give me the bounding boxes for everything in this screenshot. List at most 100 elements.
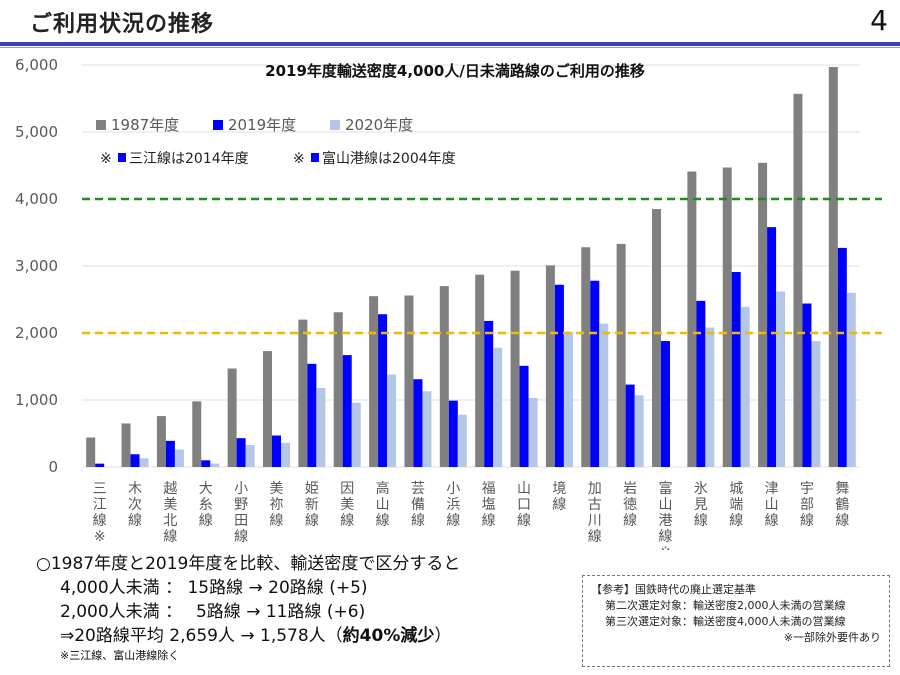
y-tick-label: 4,000 <box>15 190 58 208</box>
x-tick-label: 富山港線※ <box>659 480 673 550</box>
x-tick-label: 氷見線 <box>694 481 708 529</box>
bar-2019年度-城端線 <box>731 272 741 467</box>
reference-line-1: 第二次選定対象：輸送密度2,000人未満の営業線 <box>605 599 846 612</box>
bar-2019年度-小浜線 <box>448 400 458 467</box>
bar-2020年度-福塩線 <box>493 347 503 467</box>
bar-chart: 0 1,000 2,000 3,000 4,000 5,000 6,000 2019年度輸送… <box>15 56 882 550</box>
bar-2019年度-氷見線 <box>696 300 706 467</box>
bar-2019年度-富山港線※ <box>661 341 670 467</box>
x-tick-label: 三江線※ <box>93 481 107 545</box>
note-label: 富山港線は2004年度 <box>322 150 456 167</box>
x-tick-label: 城端線 <box>729 481 743 529</box>
bar-2020年度-加古川線 <box>599 323 609 467</box>
summary-footnote: ※三江線、富山港線除く <box>60 649 180 662</box>
bar-2020年度-木次線 <box>139 458 149 467</box>
bar-2020年度-芸備線 <box>422 391 432 467</box>
bar-2020年度-舞鶴線 <box>846 292 856 467</box>
bar-2019年度-山口線 <box>519 365 529 467</box>
y-tick-label: 5,000 <box>15 123 58 141</box>
bar-2019年度-加古川線 <box>590 280 600 467</box>
bar-1987年度-境線 <box>545 265 555 467</box>
reference-line-2: 第三次選定対象：輸送密度4,000人未満の営業線 <box>605 615 846 628</box>
bar-1987年度-山口線 <box>510 270 520 467</box>
y-tick-label: 6,000 <box>15 56 58 74</box>
legend-swatch <box>96 120 106 130</box>
bar-2020年度-高山線 <box>387 374 397 467</box>
summary-line-3: 2,000人未満 ： 5路線 → 11路線 (+6) <box>60 602 366 622</box>
bar-2019年度-芸備線 <box>413 379 423 467</box>
bar-1987年度-三江線※ <box>86 437 96 467</box>
reference-lines <box>82 197 882 335</box>
bar-1987年度-岩徳線 <box>616 243 626 467</box>
x-tick-label: 高山線 <box>376 480 390 529</box>
note-mark: ※ <box>100 151 112 167</box>
summary-line-4-prefix: ⇒20路線平均 2,659人 → 1,578人（ <box>60 626 343 646</box>
x-tick-label: 美祢線 <box>270 481 284 529</box>
x-tick-label: 山口線 <box>517 481 531 529</box>
page-number: 4 <box>870 4 888 37</box>
legend-swatch <box>213 120 223 130</box>
bar-1987年度-姫新線 <box>298 319 308 467</box>
bar-1987年度-小野田線 <box>227 368 237 467</box>
legend-label: 2020年度 <box>345 116 413 134</box>
legend-label: 2019年度 <box>228 116 296 134</box>
bar-2019年度-岩徳線 <box>625 384 635 467</box>
bar-2020年度-津山線 <box>776 291 786 467</box>
bar-1987年度-大糸線 <box>192 401 202 467</box>
bar-1987年度-津山線 <box>758 162 768 467</box>
y-tick-label: 1,000 <box>15 391 58 409</box>
bar-2020年度-姫新線 <box>316 387 326 467</box>
x-axis-labels: 三江線※ 木次線 越美北線 大糸線 小野田線 美祢線 姫新線 因美線 高山線 芸備線 小浜線 福塩線 山… <box>93 480 850 550</box>
y-tick-label: 3,000 <box>15 257 58 275</box>
x-tick-label: 福塩線 <box>482 481 496 529</box>
note-swatch <box>118 153 126 162</box>
bar-2020年度-境線 <box>563 331 573 467</box>
bars <box>86 67 856 468</box>
note-label: 三江線は2014年度 <box>129 151 249 167</box>
bar-1987年度-氷見線 <box>687 171 697 467</box>
bar-1987年度-因美線 <box>333 312 343 467</box>
x-tick-label: 津山線 <box>765 481 779 529</box>
bar-2019年度-津山線 <box>767 227 777 467</box>
bar-2020年度-越美北線 <box>174 449 184 467</box>
bar-2019年度-三江線※ <box>95 463 105 467</box>
bar-1987年度-木次線 <box>121 423 131 467</box>
bar-2019年度-宇部線 <box>802 303 812 467</box>
y-tick-label: 2,000 <box>15 324 58 342</box>
summary-text: ○1987年度と2019年度を比較、輸送密度で区分すると 4,000人未満 ： … <box>36 552 460 664</box>
bar-1987年度-福塩線 <box>475 274 485 467</box>
x-tick-label: 木次線 <box>128 481 142 529</box>
bar-2019年度-姫新線 <box>307 363 317 467</box>
x-tick-label: 舞鶴線 <box>835 481 849 529</box>
bar-2020年度-大糸線 <box>210 463 220 467</box>
bar-1987年度-高山線 <box>369 296 379 467</box>
x-tick-label: 小野田線 <box>234 481 248 545</box>
bar-1987年度-越美北線 <box>156 416 166 467</box>
summary-reduction: 約40%減少 <box>342 626 435 646</box>
legend-notes: ※ 三江線は2014年度 ※ 富山港線は2004年度 <box>100 150 456 167</box>
legend-swatch <box>330 120 340 130</box>
summary-line-2: 4,000人未満 ： 15路線 → 20路線 (+5) <box>60 578 368 598</box>
reference-title: 【参考】国鉄時代の廃止選定基準 <box>591 583 756 596</box>
x-tick-label: 小浜線 <box>446 481 460 529</box>
legend-label: 1987年度 <box>111 116 179 134</box>
y-tick-label: 0 <box>48 458 58 476</box>
bar-2019年度-舞鶴線 <box>837 247 847 467</box>
bar-2020年度-宇部線 <box>811 341 821 467</box>
chart-title: 2019年度輸送密度4,000人/日未満路線のご利用の推移 <box>265 62 645 80</box>
y-axis-ticks: 0 1,000 2,000 3,000 4,000 5,000 6,000 <box>15 56 58 476</box>
bar-2019年度-木次線 <box>130 454 140 467</box>
bar-1987年度-美祢線 <box>263 351 272 467</box>
x-tick-label: 宇部線 <box>800 481 814 529</box>
bar-2020年度-小野田線 <box>245 444 255 467</box>
bar-1987年度-城端線 <box>722 167 732 467</box>
page-title: ご利用状況の推移 <box>30 12 215 37</box>
bar-2020年度-城端線 <box>740 306 750 467</box>
summary-line-4: ⇒20路線平均 2,659人 → 1,578人（約40%減少） <box>36 624 460 648</box>
gridlines <box>82 64 860 468</box>
bar-1987年度-加古川線 <box>581 247 591 467</box>
x-tick-label: 大糸線 <box>199 481 213 529</box>
x-tick-label: 因美線 <box>340 481 354 529</box>
bar-2020年度-山口線 <box>528 397 538 467</box>
bar-2020年度-氷見線 <box>705 327 715 467</box>
